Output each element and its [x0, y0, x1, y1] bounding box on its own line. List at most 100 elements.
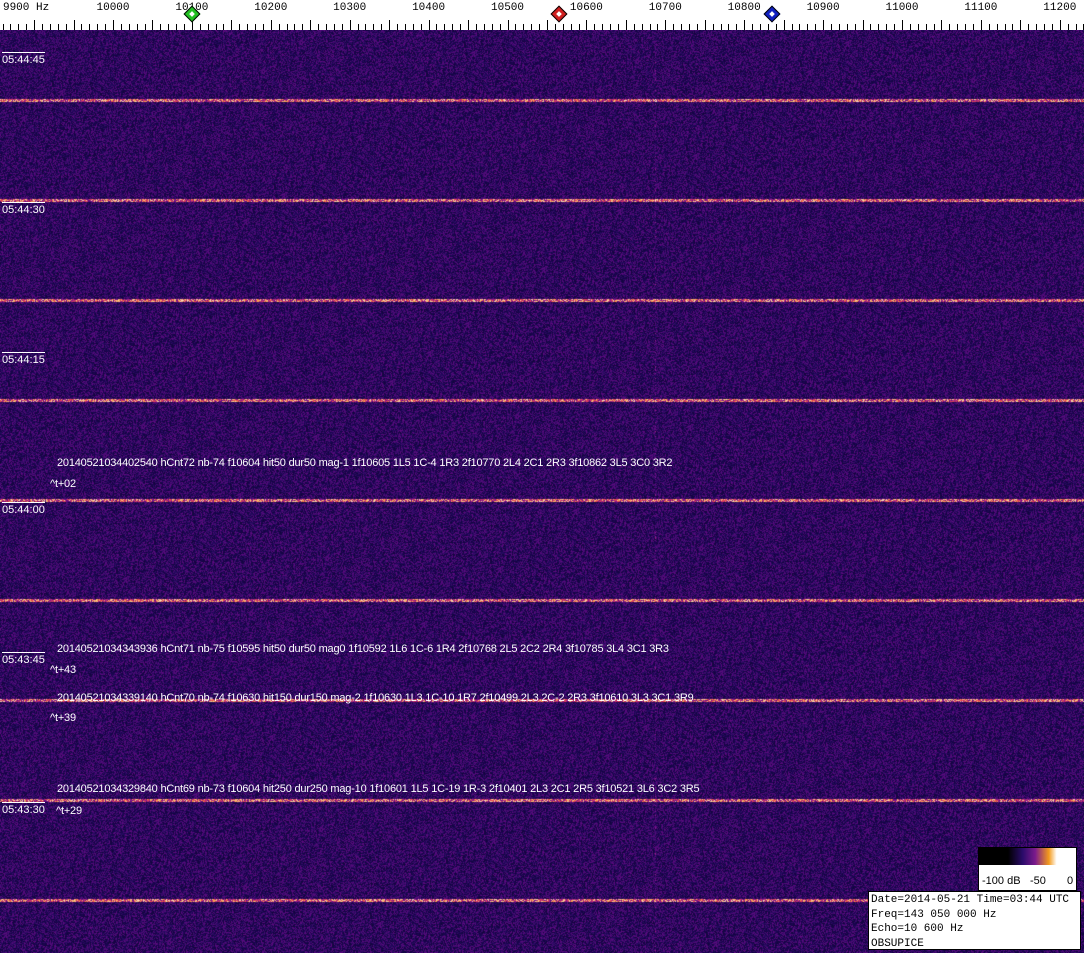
axis-tick	[1051, 24, 1053, 30]
axis-tick	[491, 24, 493, 30]
axis-tick	[452, 24, 454, 30]
meteor-time-offset: ^t+29	[56, 805, 82, 817]
axis-tick	[247, 24, 249, 30]
axis-tick	[105, 24, 107, 30]
axis-tick	[475, 24, 477, 30]
axis-tick	[136, 24, 138, 30]
axis-tick	[113, 20, 114, 30]
axis-tick	[752, 24, 754, 30]
axis-tick	[617, 24, 619, 30]
blue-marker-icon[interactable]	[763, 5, 781, 23]
axis-tick	[341, 24, 343, 30]
axis-tick	[420, 24, 422, 30]
frequency-label: 10000	[96, 2, 130, 14]
axis-tick	[578, 24, 580, 30]
axis-tick	[231, 20, 233, 30]
info-frequency: Freq=143 050 000 Hz	[871, 908, 997, 921]
axis-tick	[886, 24, 888, 30]
axis-tick	[704, 20, 706, 30]
axis-tick	[1036, 24, 1038, 30]
axis-tick	[499, 24, 501, 30]
axis-tick	[767, 24, 769, 30]
frequency-label: 11100	[964, 2, 998, 14]
axis-tick	[807, 24, 809, 30]
axis-tick	[97, 24, 99, 30]
axis-tick	[988, 24, 990, 30]
axis-tick	[168, 24, 170, 30]
axis-tick	[665, 20, 667, 30]
frequency-label: 10900	[806, 2, 840, 14]
axis-tick	[728, 24, 730, 30]
axis-tick	[262, 24, 264, 30]
axis-tick	[428, 20, 430, 30]
axis-tick	[357, 24, 359, 30]
axis-tick	[799, 24, 801, 30]
axis-tick	[1044, 24, 1046, 30]
axis-tick	[278, 24, 280, 30]
red-marker-icon[interactable]	[550, 5, 568, 23]
axis-tick	[349, 20, 351, 30]
waterfall-spectrogram[interactable]	[0, 30, 1084, 953]
axis-tick	[81, 24, 83, 30]
axis-tick	[712, 24, 714, 30]
axis-tick	[507, 20, 509, 30]
frequency-label: 10300	[333, 2, 367, 14]
axis-tick	[815, 24, 817, 30]
axis-tick	[373, 24, 375, 30]
axis-tick	[160, 24, 162, 30]
axis-tick	[570, 24, 572, 30]
axis-tick	[744, 20, 746, 30]
axis-tick	[633, 24, 635, 30]
axis-tick	[862, 20, 864, 30]
axis-tick	[294, 24, 296, 30]
axis-tick	[957, 24, 959, 30]
axis-tick	[302, 24, 304, 30]
meteor-annotation: 20140521034343936 hCnt71 nb-75 f10595 hi…	[57, 643, 669, 655]
scale-min-label: -100 dB	[982, 875, 1021, 887]
time-label: 05:44:45	[2, 52, 45, 66]
axis-tick	[1020, 20, 1022, 30]
axis-tick	[783, 20, 785, 30]
axis-tick	[2, 24, 4, 30]
axis-tick	[902, 20, 903, 30]
info-box: Date=2014-05-21 Time=03:44 UTC Freq=143 …	[868, 891, 1081, 950]
color-gradient	[979, 848, 1076, 865]
axis-tick	[641, 24, 643, 30]
frequency-label: 10800	[727, 2, 761, 14]
axis-tick	[925, 24, 927, 30]
axis-tick	[18, 24, 20, 30]
axis-tick	[215, 24, 217, 30]
axis-tick	[326, 24, 328, 30]
scale-mid-label: -50	[1030, 875, 1046, 887]
axis-tick	[191, 20, 193, 30]
axis-tick	[239, 24, 241, 30]
axis-tick	[199, 24, 201, 30]
axis-tick	[720, 24, 722, 30]
time-label: 05:43:45	[2, 652, 45, 666]
scale-max-label: 0	[1067, 875, 1074, 887]
frequency-axis[interactable]: 9900 Hz100001010010200103001040010500106…	[0, 0, 1084, 30]
axis-tick	[41, 24, 43, 30]
axis-tick	[791, 24, 793, 30]
axis-tick	[657, 24, 659, 30]
time-label: 05:44:30	[2, 202, 45, 216]
info-station: OBSUPICE	[871, 937, 924, 950]
axis-tick	[10, 24, 12, 30]
axis-tick	[562, 24, 564, 30]
axis-tick	[673, 24, 675, 30]
axis-tick	[838, 24, 840, 30]
time-label: 05:43:30	[2, 802, 45, 816]
meteor-annotation: 20140521034329840 hCnt69 nb-73 f10604 hi…	[57, 783, 700, 795]
meteor-annotation: 20140521034402540 hCnt72 nb-74 f10604 hi…	[57, 457, 673, 469]
axis-tick	[460, 24, 462, 30]
axis-tick	[531, 24, 533, 30]
axis-tick	[483, 24, 485, 30]
axis-tick	[286, 24, 288, 30]
axis-tick	[468, 20, 470, 30]
color-scale-legend: -100 dB -50 0	[978, 847, 1077, 891]
axis-tick	[515, 24, 517, 30]
axis-tick	[917, 24, 919, 30]
axis-tick	[34, 20, 36, 30]
axis-tick	[120, 24, 122, 30]
axis-tick	[1059, 20, 1061, 30]
